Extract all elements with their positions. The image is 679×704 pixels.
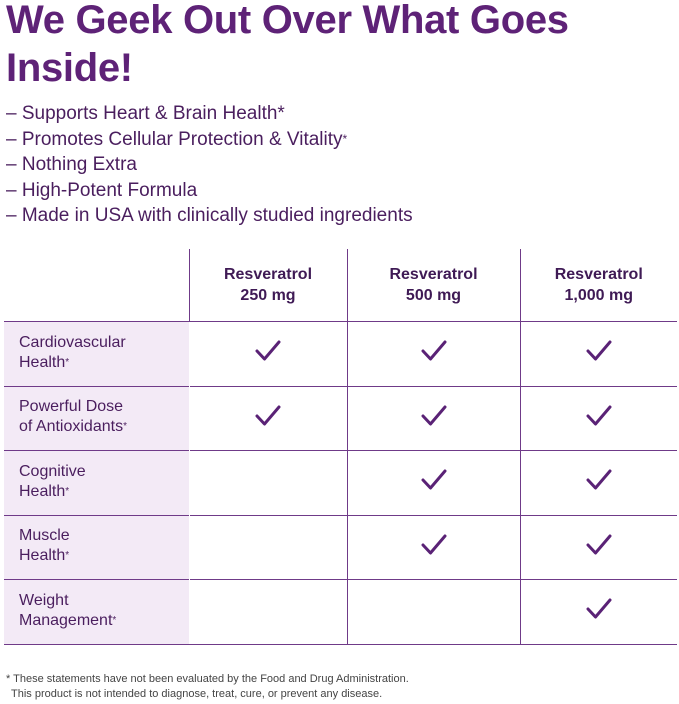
- checkmark-icon: [586, 468, 612, 492]
- checkmark-icon: [586, 597, 612, 621]
- disclaimer-footnote: * These statements have not been evaluat…: [6, 672, 409, 701]
- benefit-item: – Supports Heart & Brain Health*: [6, 103, 285, 124]
- headline: We Geek Out Over What Goes Inside!: [6, 0, 569, 90]
- table-cell: [346, 450, 520, 515]
- checkmark-icon: [421, 339, 447, 363]
- checkmark-icon: [421, 533, 447, 557]
- disclaimer-line: This product is not intended to diagnose…: [11, 687, 383, 700]
- table-cell: [188, 579, 347, 645]
- table-cell: [346, 579, 520, 645]
- table-cell: [519, 514, 677, 580]
- table-row: Cardiovascular Health*: [4, 321, 677, 386]
- checkmark-icon: [586, 404, 612, 428]
- table-cell: [188, 514, 347, 580]
- table-row: Muscle Health*: [4, 514, 677, 580]
- row-label: Muscle Health*: [4, 514, 190, 580]
- column-header: Resveratrol 250 mg: [188, 249, 347, 322]
- benefit-item: – Promotes Cellular Protection & Vitalit…: [6, 128, 348, 150]
- checkmark-icon: [255, 339, 281, 363]
- benefit-item: – High-Potent Formula: [6, 179, 198, 201]
- table-cell: [519, 321, 677, 386]
- table-cell: [519, 385, 677, 451]
- row-label: Powerful Dose of Antioxidants*: [4, 385, 190, 451]
- benefit-list: – Supports Heart & Brain Health* – Promo…: [6, 102, 413, 230]
- checkmark-icon: [421, 404, 447, 428]
- table-cell: [519, 579, 677, 645]
- disclaimer-line: * These statements have not been evaluat…: [6, 673, 409, 685]
- table-cell: [346, 385, 520, 451]
- row-label: Cardiovascular Health*: [4, 321, 190, 386]
- table-row: Weight Management*: [4, 579, 677, 645]
- table-row: Powerful Dose of Antioxidants*: [4, 385, 677, 451]
- column-header: Resveratrol 500 mg: [346, 249, 520, 322]
- checkmark-icon: [586, 533, 612, 557]
- row-label: Weight Management*: [4, 579, 190, 645]
- checkmark-icon: [421, 468, 447, 492]
- table-cell: [346, 321, 520, 386]
- table-cell: [188, 321, 347, 386]
- checkmark-icon: [586, 339, 612, 363]
- table-cell: [346, 514, 520, 580]
- benefit-item: – Nothing Extra: [6, 154, 137, 175]
- benefit-item: – Made in USA with clinically studied in…: [6, 205, 413, 226]
- checkmark-icon: [255, 404, 281, 428]
- table-cell: [188, 450, 347, 515]
- row-label: Cognitive Health*: [4, 450, 190, 515]
- table-row: Cognitive Health*: [4, 450, 677, 515]
- comparison-table: Resveratrol 250 mg Resveratrol 500 mg Resv…: [4, 249, 677, 645]
- header-blank-cell: [4, 249, 189, 322]
- table-header-row: Resveratrol 250 mg Resveratrol 500 mg Resv…: [4, 249, 677, 322]
- column-header: Resveratrol 1,000 mg: [519, 249, 677, 322]
- table-cell: [188, 385, 347, 451]
- table-cell: [519, 450, 677, 515]
